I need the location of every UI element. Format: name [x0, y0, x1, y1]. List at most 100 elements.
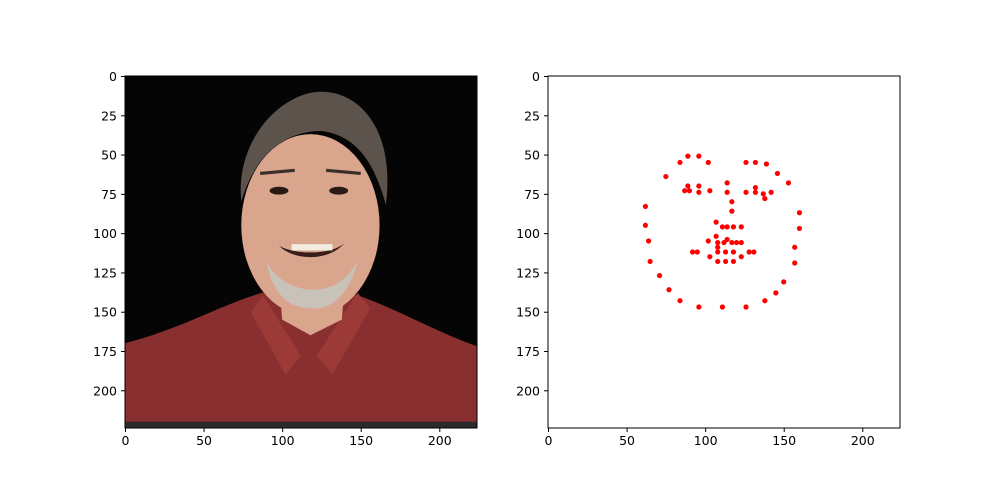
landmark-point	[707, 188, 713, 194]
scatter-x-ticks: 0 50 100 150 200	[545, 428, 875, 448]
image-y-tick-label: 25	[101, 108, 117, 123]
landmark-point	[796, 210, 803, 216]
collar-right	[316, 292, 371, 375]
landmark-point	[792, 260, 798, 266]
landmark-point	[762, 195, 768, 202]
landmark-point	[796, 225, 803, 232]
scatter-y-tick-label: 125	[516, 265, 540, 280]
landmark-point	[729, 208, 735, 214]
landmark-point	[715, 244, 721, 250]
image-x-tick-label: 50	[196, 433, 212, 448]
landmark-point	[696, 153, 702, 159]
landmark-point	[751, 249, 757, 255]
image-x-tick-label: 100	[271, 433, 295, 448]
beard	[266, 261, 358, 309]
landmark-point	[730, 249, 737, 255]
landmark-point	[730, 224, 737, 230]
landmark-point	[724, 236, 730, 243]
landmark-point	[752, 189, 759, 195]
scatter-y-tick-label: 25	[524, 108, 540, 123]
image-y-tick-label: 0	[109, 69, 117, 84]
landmark-point	[722, 249, 729, 255]
landmark-point	[719, 224, 726, 230]
scatter-panel: 0 50 100 150 200 0 25 50 75 100 125 150 175 200	[516, 69, 901, 448]
landmark-point	[774, 170, 781, 177]
landmark-point	[656, 272, 663, 279]
landmark-point	[773, 290, 779, 296]
landmark-point	[722, 258, 729, 265]
landmark-point	[730, 258, 737, 265]
landmark-point	[677, 298, 683, 304]
landmark-point	[792, 244, 798, 250]
landmark-point	[781, 279, 787, 285]
landmark-point	[733, 239, 740, 246]
landmark-point	[729, 239, 735, 246]
scatter-y-tick-label: 0	[532, 69, 540, 84]
right-eye	[329, 186, 349, 195]
image-y-tick-label: 200	[93, 383, 117, 398]
landmark-point	[666, 287, 672, 293]
landmark-point	[715, 239, 721, 246]
landmark-point	[694, 249, 700, 255]
landmark-point	[724, 180, 730, 186]
landmark-point	[752, 184, 759, 191]
image-x-tick-label: 150	[349, 433, 373, 448]
scatter-x-tick-label: 100	[694, 433, 718, 448]
landmark-point	[696, 183, 702, 189]
landmark-point	[645, 238, 652, 244]
landmark-point	[685, 183, 691, 189]
scatter-y-tick-label: 75	[524, 187, 540, 202]
landmark-point	[715, 258, 721, 265]
landmark-point	[686, 188, 693, 194]
image-y-tick-label: 125	[93, 265, 117, 280]
scatter-y-tick-label: 200	[516, 383, 540, 398]
landmark-point	[707, 254, 713, 260]
shirt	[125, 288, 477, 428]
landmark-point	[743, 159, 749, 166]
right-eyebrow	[326, 168, 361, 175]
landmark-point	[763, 161, 770, 167]
landmark-point	[682, 188, 688, 194]
image-y-tick-label: 150	[93, 305, 117, 320]
landmark-point	[738, 254, 744, 260]
image-y-tick-label: 75	[101, 187, 117, 202]
image-y-tick-label: 100	[93, 226, 117, 241]
left-eyebrow	[260, 168, 295, 175]
landmark-point	[724, 189, 730, 195]
landmark-point	[685, 153, 691, 159]
landmark-point	[642, 203, 649, 210]
landmark-point	[677, 159, 683, 166]
image-x-tick-label: 0	[122, 433, 130, 448]
landmark-point	[760, 191, 766, 197]
landmark-point	[762, 298, 768, 304]
image-y-ticks: 0 25 50 75 100 125 150 175 200	[93, 69, 125, 398]
landmark-point	[696, 304, 702, 310]
image-panel: 0 50 100 150 200 0 25 50 75 100 125 150 175 200	[93, 69, 478, 448]
landmark-point	[719, 304, 726, 310]
landmark-point	[729, 199, 735, 205]
bottom-banner	[125, 421, 477, 428]
landmark-point	[768, 189, 774, 195]
scatter-y-tick-label: 175	[516, 344, 540, 359]
teeth	[291, 244, 333, 251]
scatter-y-ticks: 0 25 50 75 100 125 150 175 200	[516, 69, 548, 398]
image-y-tick-label: 175	[93, 344, 117, 359]
landmark-point	[743, 189, 749, 195]
scatter-x-tick-label: 50	[619, 433, 635, 448]
image-x-ticks: 0 50 100 150 200	[122, 428, 452, 448]
left-eye	[269, 186, 289, 195]
landmark-point	[689, 249, 696, 255]
landmark-point	[743, 304, 749, 310]
face-photo	[125, 76, 477, 428]
landmark-point	[738, 224, 744, 230]
scatter-y-tick-label: 150	[516, 305, 540, 320]
landmark-point	[715, 249, 721, 255]
landmark-points	[642, 153, 803, 310]
landmark-point	[705, 159, 711, 166]
face	[241, 134, 380, 317]
landmark-point	[663, 173, 669, 180]
landmark-point	[642, 222, 649, 228]
scatter-y-tick-label: 100	[516, 226, 540, 241]
hair	[240, 91, 388, 205]
